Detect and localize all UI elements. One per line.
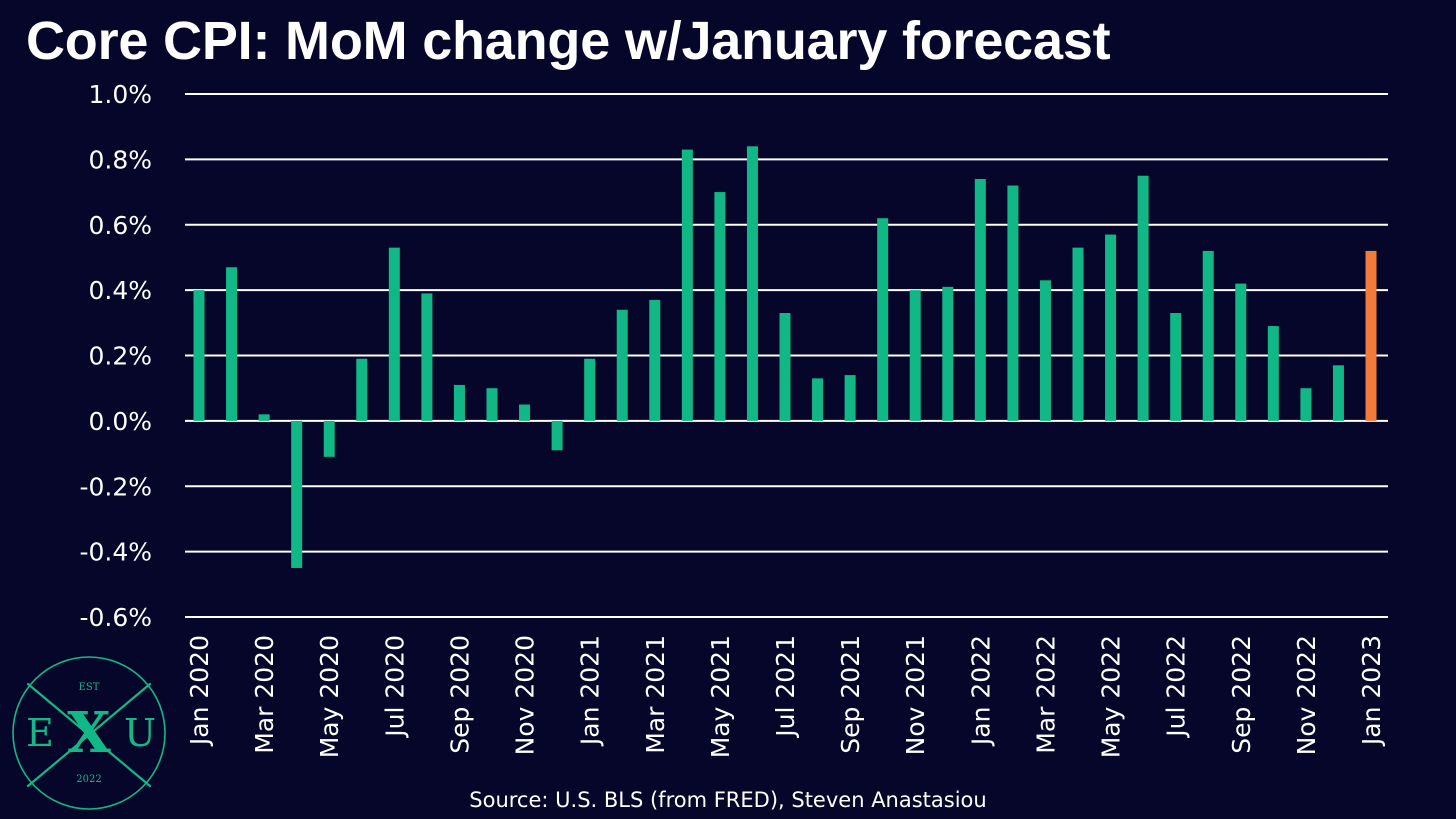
bar <box>453 384 465 421</box>
bar <box>779 313 791 421</box>
bar <box>1039 280 1051 421</box>
bar <box>746 146 758 421</box>
x-tick-label: Mar 2022 <box>1031 635 1060 754</box>
bar <box>1300 388 1312 421</box>
bar <box>421 293 433 421</box>
bar <box>681 149 693 421</box>
x-tick-label: Jul 2021 <box>771 635 800 739</box>
x-tick-label: Jul 2022 <box>1162 635 1191 739</box>
bar <box>1072 247 1084 421</box>
bar <box>551 420 563 451</box>
x-tick-label: Jul 2020 <box>380 635 409 739</box>
bar <box>1137 175 1149 421</box>
y-tick-label: 0.2% <box>88 342 152 371</box>
bar <box>616 309 628 421</box>
x-tick-label: May 2021 <box>706 635 735 758</box>
x-tick-label: Mar 2020 <box>250 635 279 754</box>
x-tick-label: Nov 2020 <box>511 635 540 755</box>
logo-letter-x: X <box>67 700 111 766</box>
logo-est-text: EST <box>79 682 100 693</box>
bar <box>1202 250 1214 421</box>
bars <box>193 146 1377 568</box>
y-tick-label: 0.0% <box>88 407 152 436</box>
bar <box>1332 365 1344 421</box>
bar <box>1235 283 1247 421</box>
bar <box>974 178 986 421</box>
x-tick-label: Jan 2020 <box>185 635 214 747</box>
x-tick-label: Sep 2022 <box>1227 635 1256 754</box>
forecast-bar <box>1365 250 1377 421</box>
x-tick-label: Jan 2022 <box>966 635 995 747</box>
x-tick-label: May 2020 <box>315 635 344 758</box>
y-axis-tick-labels: 1.0% 0.8% 0.6% 0.4% 0.2% 0.0% -0.2% -0.4% -0.6% <box>79 80 152 632</box>
bar <box>649 299 661 421</box>
y-tick-label: 0.4% <box>88 276 152 305</box>
x-tick-label: Nov 2022 <box>1292 635 1321 755</box>
y-tick-label: -0.2% <box>79 472 152 501</box>
y-tick-label: 0.8% <box>88 145 152 174</box>
bar <box>388 247 400 421</box>
y-tick-label: 1.0% <box>88 80 152 109</box>
x-tick-label: Mar 2021 <box>641 635 670 754</box>
bar <box>519 404 531 421</box>
y-tick-label: -0.4% <box>79 538 152 567</box>
bar <box>1170 313 1182 421</box>
logo-letter-e: E <box>26 711 54 755</box>
bar <box>812 378 824 421</box>
x-tick-label: Jan 2021 <box>576 635 605 747</box>
bar <box>323 420 335 457</box>
bar <box>909 290 921 421</box>
logo-x-stroke <box>26 682 152 788</box>
bar <box>258 414 270 421</box>
logo-ring <box>12 656 166 810</box>
bar <box>356 358 368 421</box>
bar <box>714 192 726 421</box>
bar <box>942 286 954 421</box>
x-tick-label: Nov 2021 <box>901 635 930 755</box>
bar <box>291 420 303 568</box>
logo-year-text: 2022 <box>76 774 101 785</box>
x-axis-tick-labels: Jan 2020 Mar 2020 May 2020 Jul 2020 Sep 2020… <box>185 635 1386 758</box>
bar <box>1267 326 1279 421</box>
bar <box>1105 234 1117 421</box>
y-tick-label: -0.6% <box>79 603 152 632</box>
chart-title: Core CPI: MoM change w/January forecast <box>26 11 1111 71</box>
exu-logo: EST E X U 2022 <box>12 656 166 810</box>
bar <box>844 375 856 421</box>
bar <box>877 218 889 421</box>
bar <box>486 388 498 421</box>
logo-letter-u: U <box>124 711 156 755</box>
x-tick-label: Sep 2020 <box>445 635 474 754</box>
bar <box>584 358 596 421</box>
source-note: Source: U.S. BLS (from FRED), Steven Ana… <box>469 788 987 812</box>
x-tick-label: May 2022 <box>1097 635 1126 758</box>
x-tick-label: Sep 2021 <box>836 635 865 754</box>
bar <box>226 267 238 421</box>
bar <box>193 290 205 421</box>
x-tick-label: Jan 2023 <box>1357 635 1386 747</box>
bar <box>1007 185 1019 421</box>
y-tick-label: 0.6% <box>88 211 152 240</box>
